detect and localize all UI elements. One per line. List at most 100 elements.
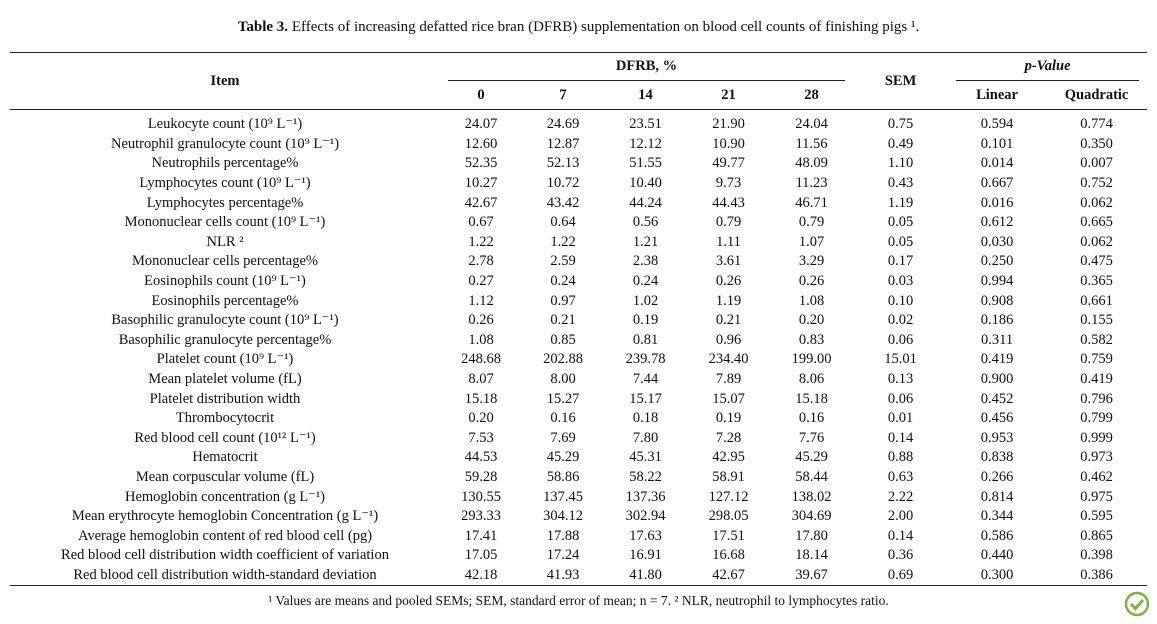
table-row: Platelet count (10⁹ L⁻¹) 248.68 202.88 239.… bbox=[10, 350, 1147, 370]
value-cell: 0.96 bbox=[715, 331, 742, 348]
value-cell: 0.20 bbox=[468, 410, 494, 427]
table-row: Lymphocytes count (10⁹ L⁻¹) 10.27 10.72 10.… bbox=[10, 174, 1147, 194]
value-cell: 0.774 bbox=[1080, 116, 1113, 133]
value-cell: 0.16 bbox=[550, 410, 576, 427]
value-cell: 15.01 bbox=[884, 351, 917, 368]
value-cell: 17.63 bbox=[629, 527, 662, 544]
value-cell: 302.94 bbox=[625, 508, 666, 525]
value-cell: 0.97 bbox=[550, 292, 576, 309]
value-cell: 3.61 bbox=[715, 253, 742, 270]
value-cell: 0.19 bbox=[632, 312, 659, 329]
value-cell: 199.00 bbox=[791, 351, 832, 368]
value-cell: 1.07 bbox=[798, 233, 825, 250]
value-cell: 9.73 bbox=[715, 175, 742, 192]
value-cell: 10.72 bbox=[546, 175, 580, 192]
value-cell: 8.06 bbox=[798, 371, 825, 388]
value-cell: 293.33 bbox=[461, 508, 501, 525]
value-cell: 2.59 bbox=[550, 253, 576, 270]
value-cell: 58.22 bbox=[629, 468, 662, 485]
value-cell: 1.22 bbox=[468, 233, 494, 250]
value-cell: 0.13 bbox=[887, 371, 914, 388]
table-row: Hematocrit 44.53 45.29 45.31 42.95 45.29 0.88 0… bbox=[10, 448, 1147, 468]
item-header: Item bbox=[10, 52, 440, 110]
value-cell: 7.53 bbox=[468, 429, 494, 446]
group-header-cell: DFRB, % bbox=[440, 53, 853, 81]
value-cell: 0.799 bbox=[1080, 410, 1113, 427]
value-cell: 16.91 bbox=[629, 547, 662, 564]
value-cell: 0.365 bbox=[1080, 273, 1113, 290]
value-cell: 21.90 bbox=[712, 116, 745, 133]
value-cell: 39.67 bbox=[795, 566, 828, 583]
table-row: Average hemoglobin content of red blood … bbox=[10, 526, 1147, 546]
item-cell: Lymphocytes percentage% bbox=[146, 194, 304, 211]
value-cell: 0.19 bbox=[715, 410, 742, 427]
caption: Table 3. Effects of increasing defatted … bbox=[0, 19, 1157, 36]
table-row: Lymphocytes percentage% 42.67 43.42 44.24 44… bbox=[10, 193, 1147, 213]
value-cell: 0.350 bbox=[1080, 135, 1113, 152]
value-cell: 0.21 bbox=[550, 312, 576, 329]
contrast-header: Quadratic bbox=[1046, 81, 1148, 110]
table-row: Mean erythrocyte hemoglobin Concentratio… bbox=[10, 507, 1147, 527]
item-cell: Neutrophils percentage% bbox=[151, 155, 299, 172]
table-row: Leukocyte count (10⁹ L⁻¹) 24.07 24.69 23.51… bbox=[10, 110, 1147, 135]
value-cell: 0.462 bbox=[1080, 468, 1113, 485]
value-cell: 2.78 bbox=[468, 253, 494, 270]
value-cell: 17.80 bbox=[795, 527, 828, 544]
value-cell: 304.69 bbox=[791, 508, 832, 525]
value-cell: 0.582 bbox=[1080, 331, 1113, 348]
value-cell: 0.994 bbox=[980, 273, 1014, 290]
value-cell: 49.77 bbox=[712, 155, 745, 172]
value-cell: 0.973 bbox=[1080, 449, 1113, 466]
value-cell: 2.00 bbox=[887, 508, 914, 525]
value-cell: 52.35 bbox=[464, 155, 498, 172]
value-cell: 0.85 bbox=[550, 331, 576, 348]
value-cell: 0.752 bbox=[1080, 175, 1113, 192]
value-cell: 0.81 bbox=[632, 331, 659, 348]
value-cell: 0.062 bbox=[1080, 194, 1113, 211]
value-cell: 130.55 bbox=[461, 488, 501, 505]
value-cell: 1.21 bbox=[632, 233, 659, 250]
value-cell: 0.27 bbox=[468, 273, 494, 290]
value-cell: 7.69 bbox=[550, 429, 576, 446]
value-cell: 138.02 bbox=[791, 488, 832, 505]
table-row: Mononuclear cells percentage% 2.78 2.59 2.3… bbox=[10, 252, 1147, 272]
value-cell: 1.08 bbox=[798, 292, 825, 309]
item-cell: Mean platelet volume (fL) bbox=[148, 371, 302, 388]
value-cell: 2.22 bbox=[887, 488, 914, 505]
value-cell: 45.29 bbox=[546, 449, 580, 466]
value-cell: 10.27 bbox=[464, 175, 498, 192]
value-cell: 0.83 bbox=[798, 331, 825, 348]
value-cell: 239.78 bbox=[625, 351, 666, 368]
table-row: Mononuclear cells count (10⁹ L⁻¹) 0.67 0.6… bbox=[10, 213, 1147, 233]
value-cell: 0.300 bbox=[980, 566, 1014, 583]
value-cell: 0.814 bbox=[980, 488, 1014, 505]
value-cell: 17.88 bbox=[546, 527, 580, 544]
value-cell: 0.456 bbox=[980, 410, 1014, 427]
value-cell: 52.13 bbox=[546, 155, 580, 172]
value-cell: 0.007 bbox=[1080, 155, 1113, 172]
value-cell: 0.64 bbox=[550, 214, 576, 231]
value-cell: 0.16 bbox=[798, 410, 825, 427]
value-cell: 0.419 bbox=[1080, 371, 1113, 388]
value-cell: 10.40 bbox=[629, 175, 662, 192]
level-header: 7 bbox=[522, 81, 604, 110]
value-cell: 0.186 bbox=[980, 312, 1014, 329]
item-cell: Average hemoglobin content of red blood … bbox=[77, 527, 373, 544]
value-cell: 12.87 bbox=[546, 135, 580, 152]
item-cell: Mononuclear cells count (10⁹ L⁻¹) bbox=[124, 214, 326, 231]
value-cell: 0.06 bbox=[887, 331, 914, 348]
value-cell: 0.344 bbox=[980, 508, 1014, 525]
item-cell: Platelet distribution width bbox=[149, 390, 301, 407]
value-cell: 0.24 bbox=[632, 273, 659, 290]
value-cell: 15.27 bbox=[546, 390, 580, 407]
table-row: Red blood cell count (10¹² L⁻¹) 7.53 7.69 7… bbox=[10, 429, 1147, 449]
value-cell: 0.06 bbox=[887, 390, 914, 407]
item-cell: Basophilic granulocyte percentage% bbox=[118, 331, 332, 348]
value-cell: 17.41 bbox=[464, 527, 498, 544]
value-cell: 1.10 bbox=[887, 155, 914, 172]
table-row: Mean corpuscular volume (fL) 59.28 58.86 58… bbox=[10, 468, 1147, 488]
value-cell: 0.69 bbox=[887, 566, 914, 583]
value-cell: 0.595 bbox=[1080, 508, 1113, 525]
value-cell: 12.12 bbox=[629, 135, 662, 152]
value-cell: 1.02 bbox=[632, 292, 659, 309]
